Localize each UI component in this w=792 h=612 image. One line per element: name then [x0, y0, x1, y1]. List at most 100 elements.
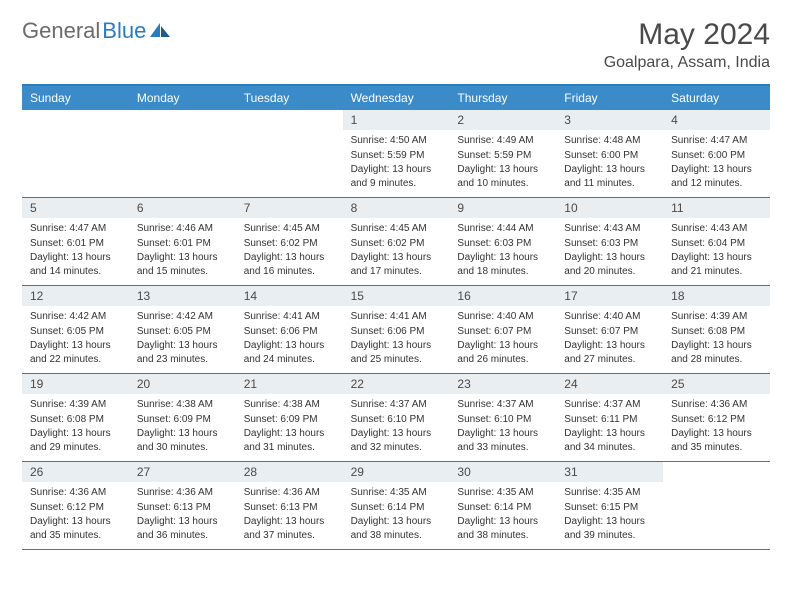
daylight-text: Daylight: 13 hours and 11 minutes.: [564, 163, 655, 190]
sunrise-text: Sunrise: 4:38 AM: [137, 398, 228, 412]
day-info: Sunrise: 4:36 AMSunset: 6:12 PMDaylight:…: [663, 394, 770, 461]
day-cell: 1Sunrise: 4:50 AMSunset: 5:59 PMDaylight…: [343, 110, 450, 197]
sunset-text: Sunset: 6:06 PM: [351, 325, 442, 339]
day-cell: 11Sunrise: 4:43 AMSunset: 6:04 PMDayligh…: [663, 198, 770, 285]
daylight-text: Daylight: 13 hours and 25 minutes.: [351, 339, 442, 366]
sunset-text: Sunset: 5:59 PM: [457, 149, 548, 163]
sunrise-text: Sunrise: 4:36 AM: [30, 486, 121, 500]
day-number: 18: [663, 286, 770, 306]
sunset-text: Sunset: 6:07 PM: [457, 325, 548, 339]
day-cell: 13Sunrise: 4:42 AMSunset: 6:05 PMDayligh…: [129, 286, 236, 373]
sunrise-text: Sunrise: 4:37 AM: [564, 398, 655, 412]
sunset-text: Sunset: 6:14 PM: [457, 501, 548, 515]
week-row: 5Sunrise: 4:47 AMSunset: 6:01 PMDaylight…: [22, 198, 770, 286]
sunrise-text: Sunrise: 4:48 AM: [564, 134, 655, 148]
sunrise-text: Sunrise: 4:36 AM: [137, 486, 228, 500]
day-info: Sunrise: 4:36 AMSunset: 6:12 PMDaylight:…: [22, 482, 129, 549]
daylight-text: Daylight: 13 hours and 38 minutes.: [457, 515, 548, 542]
logo-text-blue: Blue: [102, 18, 146, 44]
weekday-header: Friday: [556, 86, 663, 110]
sunrise-text: Sunrise: 4:41 AM: [351, 310, 442, 324]
daylight-text: Daylight: 13 hours and 17 minutes.: [351, 251, 442, 278]
sunrise-text: Sunrise: 4:45 AM: [244, 222, 335, 236]
location-text: Goalpara, Assam, India: [604, 54, 770, 72]
day-number: 4: [663, 110, 770, 130]
day-info: Sunrise: 4:38 AMSunset: 6:09 PMDaylight:…: [236, 394, 343, 461]
day-info: Sunrise: 4:38 AMSunset: 6:09 PMDaylight:…: [129, 394, 236, 461]
page-header: General Blue May 2024 Goalpara, Assam, I…: [22, 18, 770, 72]
sunset-text: Sunset: 6:02 PM: [351, 237, 442, 251]
day-number: 9: [449, 198, 556, 218]
logo: General Blue: [22, 18, 172, 44]
daylight-text: Daylight: 13 hours and 31 minutes.: [244, 427, 335, 454]
day-cell: 4Sunrise: 4:47 AMSunset: 6:00 PMDaylight…: [663, 110, 770, 197]
day-cell: 12Sunrise: 4:42 AMSunset: 6:05 PMDayligh…: [22, 286, 129, 373]
daylight-text: Daylight: 13 hours and 16 minutes.: [244, 251, 335, 278]
day-cell: [22, 110, 129, 197]
sunrise-text: Sunrise: 4:46 AM: [137, 222, 228, 236]
day-number: 5: [22, 198, 129, 218]
sunrise-text: Sunrise: 4:37 AM: [351, 398, 442, 412]
day-number: 14: [236, 286, 343, 306]
day-number: 23: [449, 374, 556, 394]
day-number: 16: [449, 286, 556, 306]
sunset-text: Sunset: 6:05 PM: [137, 325, 228, 339]
sunset-text: Sunset: 6:01 PM: [30, 237, 121, 251]
daylight-text: Daylight: 13 hours and 30 minutes.: [137, 427, 228, 454]
daylight-text: Daylight: 13 hours and 27 minutes.: [564, 339, 655, 366]
day-number: 3: [556, 110, 663, 130]
sunrise-text: Sunrise: 4:43 AM: [564, 222, 655, 236]
week-row: 12Sunrise: 4:42 AMSunset: 6:05 PMDayligh…: [22, 286, 770, 374]
daylight-text: Daylight: 13 hours and 38 minutes.: [351, 515, 442, 542]
day-number: 30: [449, 462, 556, 482]
sunset-text: Sunset: 6:00 PM: [564, 149, 655, 163]
day-cell: 21Sunrise: 4:38 AMSunset: 6:09 PMDayligh…: [236, 374, 343, 461]
day-cell: 31Sunrise: 4:35 AMSunset: 6:15 PMDayligh…: [556, 462, 663, 549]
sunset-text: Sunset: 6:12 PM: [671, 413, 762, 427]
day-cell: 5Sunrise: 4:47 AMSunset: 6:01 PMDaylight…: [22, 198, 129, 285]
sunrise-text: Sunrise: 4:35 AM: [351, 486, 442, 500]
sunrise-text: Sunrise: 4:40 AM: [564, 310, 655, 324]
daylight-text: Daylight: 13 hours and 20 minutes.: [564, 251, 655, 278]
sunset-text: Sunset: 6:02 PM: [244, 237, 335, 251]
sunset-text: Sunset: 6:14 PM: [351, 501, 442, 515]
day-info: Sunrise: 4:40 AMSunset: 6:07 PMDaylight:…: [449, 306, 556, 373]
day-info: Sunrise: 4:36 AMSunset: 6:13 PMDaylight:…: [129, 482, 236, 549]
daylight-text: Daylight: 13 hours and 10 minutes.: [457, 163, 548, 190]
day-number: 21: [236, 374, 343, 394]
day-cell: 17Sunrise: 4:40 AMSunset: 6:07 PMDayligh…: [556, 286, 663, 373]
weekday-header: Monday: [129, 86, 236, 110]
sunset-text: Sunset: 6:03 PM: [564, 237, 655, 251]
week-row: 19Sunrise: 4:39 AMSunset: 6:08 PMDayligh…: [22, 374, 770, 462]
day-info: Sunrise: 4:35 AMSunset: 6:14 PMDaylight:…: [343, 482, 450, 549]
day-cell: 15Sunrise: 4:41 AMSunset: 6:06 PMDayligh…: [343, 286, 450, 373]
sunset-text: Sunset: 6:06 PM: [244, 325, 335, 339]
day-info: Sunrise: 4:46 AMSunset: 6:01 PMDaylight:…: [129, 218, 236, 285]
sunset-text: Sunset: 6:13 PM: [244, 501, 335, 515]
day-info: Sunrise: 4:37 AMSunset: 6:10 PMDaylight:…: [449, 394, 556, 461]
day-number: 10: [556, 198, 663, 218]
day-number: 1: [343, 110, 450, 130]
daylight-text: Daylight: 13 hours and 21 minutes.: [671, 251, 762, 278]
day-number: 28: [236, 462, 343, 482]
sunset-text: Sunset: 6:00 PM: [671, 149, 762, 163]
sunrise-text: Sunrise: 4:38 AM: [244, 398, 335, 412]
day-cell: [236, 110, 343, 197]
sunset-text: Sunset: 6:15 PM: [564, 501, 655, 515]
day-info: Sunrise: 4:35 AMSunset: 6:15 PMDaylight:…: [556, 482, 663, 549]
day-info: Sunrise: 4:43 AMSunset: 6:04 PMDaylight:…: [663, 218, 770, 285]
day-cell: 18Sunrise: 4:39 AMSunset: 6:08 PMDayligh…: [663, 286, 770, 373]
day-cell: 24Sunrise: 4:37 AMSunset: 6:11 PMDayligh…: [556, 374, 663, 461]
sunrise-text: Sunrise: 4:37 AM: [457, 398, 548, 412]
daylight-text: Daylight: 13 hours and 26 minutes.: [457, 339, 548, 366]
day-number: 29: [343, 462, 450, 482]
day-info: Sunrise: 4:45 AMSunset: 6:02 PMDaylight:…: [236, 218, 343, 285]
day-cell: 29Sunrise: 4:35 AMSunset: 6:14 PMDayligh…: [343, 462, 450, 549]
daylight-text: Daylight: 13 hours and 33 minutes.: [457, 427, 548, 454]
daylight-text: Daylight: 13 hours and 29 minutes.: [30, 427, 121, 454]
daylight-text: Daylight: 13 hours and 18 minutes.: [457, 251, 548, 278]
sunrise-text: Sunrise: 4:40 AM: [457, 310, 548, 324]
day-info: Sunrise: 4:36 AMSunset: 6:13 PMDaylight:…: [236, 482, 343, 549]
daylight-text: Daylight: 13 hours and 23 minutes.: [137, 339, 228, 366]
sunset-text: Sunset: 6:09 PM: [137, 413, 228, 427]
